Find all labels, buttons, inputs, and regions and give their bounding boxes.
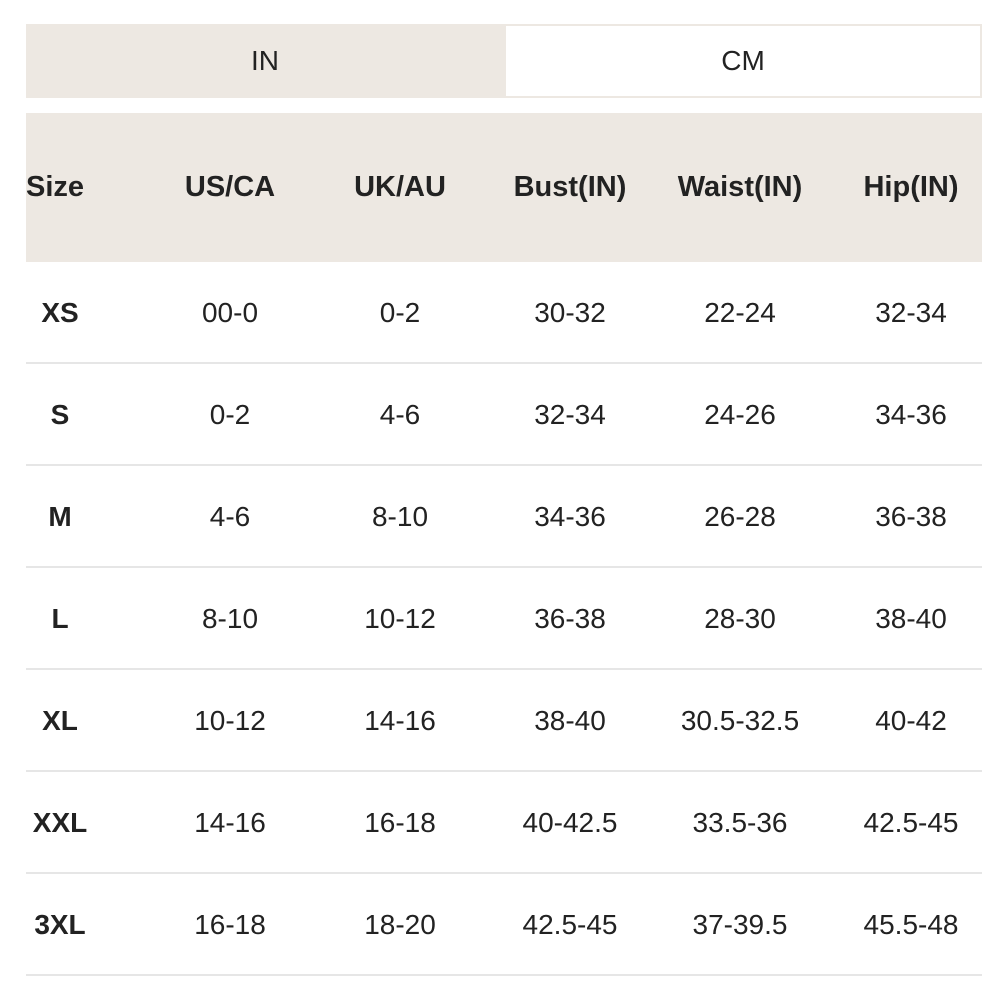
table-cell: 40-42.5 (522, 807, 618, 838)
table-cell: 45.5-48 (863, 909, 959, 940)
row-divider (26, 770, 982, 772)
table-cell: 42.5-45 (863, 807, 959, 838)
size-label: 3XL (34, 909, 86, 940)
header-cell: Bust(IN) (513, 171, 627, 203)
size-label: L (51, 603, 69, 634)
table-cell: 00-0 (201, 297, 259, 328)
table-cell: 42.5-45 (522, 909, 618, 940)
table-cell: 33.5-36 (692, 807, 788, 838)
header-cell: Waist(IN) (677, 171, 803, 203)
table-cell: 36-38 (534, 603, 606, 634)
table-cell: 8-10 (201, 603, 259, 634)
table-cell: 8-10 (371, 501, 429, 532)
table-cell: 18-20 (364, 909, 436, 940)
table-cell: 24-26 (704, 399, 776, 430)
table-cell: 36-38 (875, 501, 947, 532)
table-cell: 30.5-32.5 (680, 705, 800, 736)
table-cell: 30-32 (534, 297, 606, 328)
table-cell: 26-28 (704, 501, 776, 532)
table-cell: 22-24 (704, 297, 776, 328)
table-cell: 32-34 (534, 399, 606, 430)
table-cell: 38-40 (534, 705, 606, 736)
header-cell: Hip(IN) (863, 171, 959, 203)
unit-tab[interactable]: CM (504, 24, 982, 98)
table-cell: 38-40 (875, 603, 947, 634)
table-cell: 34-36 (875, 399, 947, 430)
table-cell: 34-36 (534, 501, 606, 532)
table-cell: 16-18 (364, 807, 436, 838)
row-divider (26, 566, 982, 568)
table-cell: 10-12 (194, 705, 266, 736)
table-cell: 0-2 (209, 399, 251, 430)
table-cell: 4-6 (379, 399, 421, 430)
row-divider (26, 974, 982, 976)
row-divider (26, 464, 982, 466)
table-cell: 10-12 (364, 603, 436, 634)
size-label: XL (42, 705, 78, 736)
table-cell: 14-16 (194, 807, 266, 838)
table-cell: 40-42 (875, 705, 947, 736)
unit-tab[interactable]: IN (26, 24, 504, 98)
row-divider (26, 668, 982, 670)
table-cell: 32-34 (875, 297, 947, 328)
size-label: XXL (32, 807, 88, 838)
size-label: M (48, 501, 72, 532)
size-label: S (50, 399, 70, 430)
table-cell: 0-2 (379, 297, 421, 328)
row-divider (26, 362, 982, 364)
table-cell: 28-30 (704, 603, 776, 634)
table-cell: 4-6 (209, 501, 251, 532)
table-cell: 16-18 (194, 909, 266, 940)
header-cell: Size (26, 171, 85, 203)
row-divider (26, 872, 982, 874)
table-cell: 14-16 (364, 705, 436, 736)
header-cell: UK/AU (354, 171, 446, 203)
header-background (26, 113, 982, 262)
size-label: XS (41, 297, 79, 328)
table-cell: 37-39.5 (692, 909, 788, 940)
header-cell: US/CA (184, 171, 276, 203)
